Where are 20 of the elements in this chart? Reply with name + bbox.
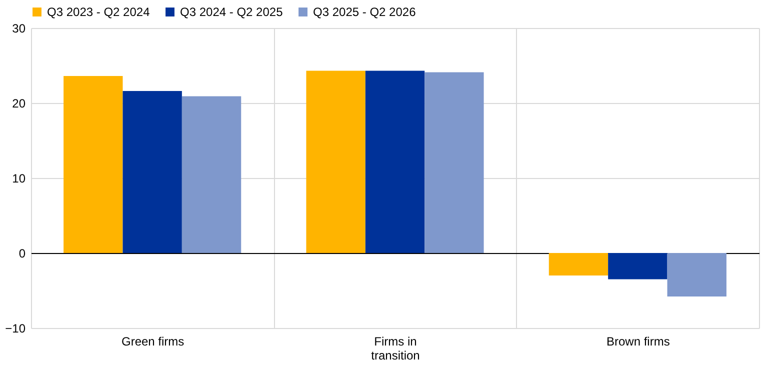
bar [365, 70, 425, 253]
bar [64, 76, 123, 253]
legend-label: Q3 2023 - Q2 2024 [47, 5, 150, 19]
x-tick-label: Brown firms [606, 334, 670, 348]
legend-label: Q3 2025 - Q2 2026 [313, 5, 416, 19]
y-tick-label: 30 [12, 22, 26, 36]
bar [182, 96, 242, 253]
legend-label: Q3 2024 - Q2 2025 [180, 5, 284, 19]
bar [424, 72, 484, 253]
bar [608, 253, 668, 280]
bar [122, 91, 182, 253]
x-tick-label: Green firms [121, 334, 184, 348]
y-tick-label: −10 [5, 322, 26, 336]
x-tick-label: Firms in transition [371, 334, 420, 362]
bar [548, 253, 608, 276]
y-tick-label: 10 [12, 172, 26, 186]
bar [667, 253, 726, 296]
bar [306, 70, 366, 253]
y-tick-label: 0 [18, 246, 26, 260]
y-tick-label: 20 [12, 96, 26, 110]
